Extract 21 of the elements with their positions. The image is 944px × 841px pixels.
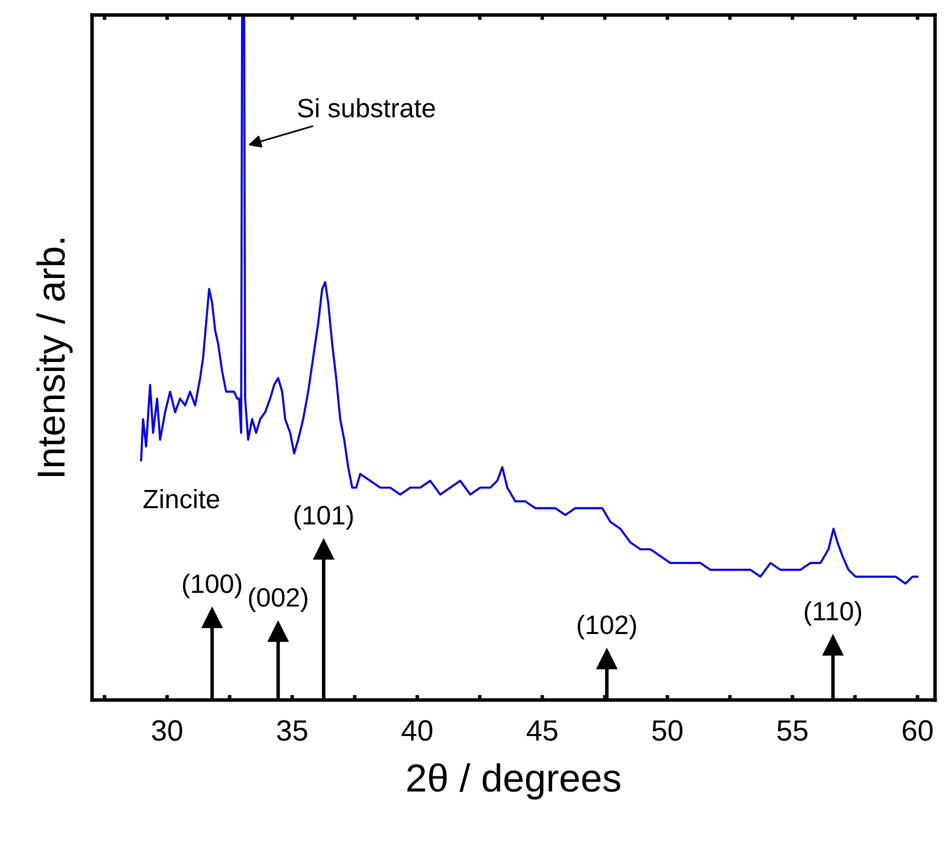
point [202,607,223,628]
annotation: (102) [578,614,636,640]
point [822,634,844,656]
point [313,538,334,560]
annotation: (110) [804,601,862,626]
x-tick-label: 50 [652,720,682,741]
x-axis-title: 2θ / degrees [407,763,620,800]
annotation: (101) [294,505,353,530]
x-tick-label: 40 [402,720,432,741]
x-tick-label: 35 [277,720,308,741]
annotation: (002) [248,587,308,612]
point [596,648,618,670]
x-tick-label: 55 [777,720,808,741]
x-tick-label: 45 [526,720,558,741]
y-axis-title: Intensity / arb. [36,238,73,476]
x-tick-label: 60 [902,720,933,741]
x-tick-label: 30 [152,720,182,741]
point [268,621,289,642]
annotation: (100) [182,574,242,598]
annotation: Si substrate [298,98,435,118]
annotation: Zincite [143,489,220,508]
